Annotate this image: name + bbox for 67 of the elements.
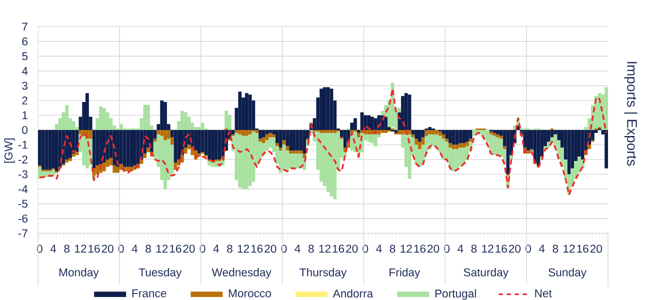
- x-tick-label: 4: [50, 244, 56, 253]
- x-tick-label: 8: [308, 244, 314, 253]
- x-tick-label: 16: [332, 244, 344, 253]
- y-tick-label: 1: [22, 111, 28, 120]
- y2-axis-title: Imports | Exports: [624, 62, 638, 166]
- x-tick-label: 16: [170, 244, 182, 253]
- legend-label: Net: [535, 289, 552, 298]
- text: Monday: [59, 268, 99, 279]
- x-tick-label: 12: [564, 244, 575, 253]
- legend-label: Portugal: [435, 289, 476, 300]
- text: Sunday: [548, 268, 586, 279]
- y-tick-label: -6: [18, 214, 28, 223]
- y-tick-label: 6: [22, 37, 28, 46]
- x-tick-label: 16: [414, 244, 426, 253]
- y-tick-label: 7: [22, 22, 28, 31]
- x-tick-label: 12: [238, 244, 249, 253]
- x-tick-label: 20: [346, 244, 358, 253]
- y-tick-label: -5: [18, 200, 28, 208]
- x-tick-label: 20: [183, 244, 195, 253]
- x-tick-label: 20: [102, 244, 114, 253]
- y-axis-title: [GW]: [4, 138, 15, 163]
- y-tick-label: 2: [22, 96, 28, 104]
- x-tick-label: 8: [390, 244, 396, 253]
- legend-label: France: [132, 289, 166, 298]
- y-tick-label: -2: [18, 156, 28, 164]
- y-tick-label: 4: [22, 67, 28, 75]
- x-tick-label: 20: [264, 244, 276, 253]
- y-tick-label: -1: [18, 140, 28, 149]
- x-tick-label: 4: [294, 244, 300, 253]
- x-tick-label: 8: [227, 244, 232, 253]
- x-tick-label: 4: [376, 244, 382, 253]
- x-tick-label: 4: [213, 244, 219, 253]
- y-tick-label: 3: [22, 82, 28, 90]
- y-tick-label: 5: [22, 52, 28, 60]
- x-tick-label: 8: [471, 244, 477, 253]
- x-tick-label: 16: [251, 244, 263, 253]
- y-tick-label: 0: [22, 126, 28, 134]
- x-tick-label: 20: [508, 244, 521, 253]
- x-tick-label: 8: [146, 244, 151, 253]
- x-tick-label: 12: [319, 244, 330, 253]
- x-tick-label: 16: [577, 244, 588, 253]
- legend-label: Morocco: [228, 289, 272, 298]
- text: Friday: [390, 268, 420, 279]
- x-tick-label: 12: [482, 244, 494, 253]
- x-tick-label: 8: [552, 244, 558, 253]
- text: Tuesday: [138, 268, 182, 279]
- text: Wednesday: [212, 268, 272, 279]
- text: Saturday: [464, 268, 509, 279]
- x-tick-label: 0: [36, 244, 42, 253]
- y-tick-label: -7: [18, 229, 28, 238]
- x-tick-label: 4: [538, 244, 545, 253]
- y-tick-label: -3: [18, 170, 28, 178]
- x-tick-label: 0: [526, 244, 531, 253]
- x-tick-label: 4: [458, 244, 464, 253]
- legend-label: Andorra: [332, 289, 374, 298]
- x-tick-label: 12: [74, 244, 86, 253]
- x-tick-label: 12: [400, 244, 412, 253]
- x-tick-label: 8: [64, 244, 70, 253]
- text: Thursday: [300, 268, 347, 279]
- x-tick-label: 0: [118, 244, 124, 253]
- x-tick-label: 20: [590, 244, 602, 253]
- y-tick-label: -4: [18, 185, 28, 193]
- x-tick-label: 4: [132, 244, 138, 253]
- x-tick-label: 12: [156, 244, 168, 253]
- x-tick-label: 20: [428, 244, 440, 253]
- x-tick-label: 16: [496, 244, 507, 253]
- x-tick-label: 16: [88, 244, 100, 253]
